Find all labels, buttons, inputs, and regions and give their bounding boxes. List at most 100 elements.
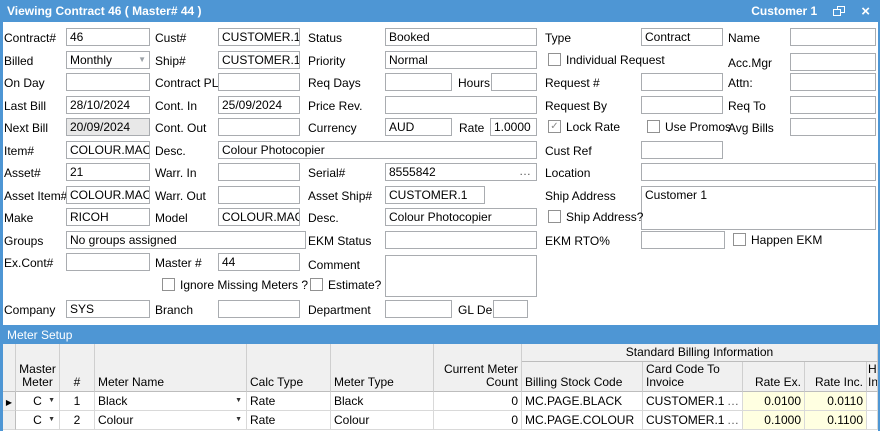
asset-ship-field[interactable]: CUSTOMER.1 [385,186,485,204]
cont-in-field[interactable]: 25/09/2024 [218,96,300,114]
rate-field[interactable]: 1.0000 [490,118,537,136]
type-field[interactable]: Contract [641,28,723,46]
card-code-cell[interactable]: CUSTOMER.1… [643,411,743,430]
grid-row-indicator[interactable]: ▶ [3,392,16,411]
chevron-down-icon[interactable]: ▼ [235,416,242,423]
billing-stock-code-cell[interactable]: MC.PAGE.BLACK [522,392,643,411]
restore-icon[interactable] [833,5,846,17]
ekm-status-field[interactable] [385,231,537,249]
location-field[interactable] [641,163,876,181]
meter-type-cell[interactable]: Black [331,392,434,411]
ex-cont-field[interactable] [66,253,150,271]
estimate-checkbox[interactable]: Estimate? [310,278,381,292]
attn-field[interactable] [790,73,876,91]
checkbox-box[interactable] [733,233,746,246]
ship-number-field[interactable]: CUSTOMER.1 [218,51,300,69]
ignore-missing-meters-checkbox[interactable]: Ignore Missing Meters ? [162,278,308,292]
comment-textarea[interactable] [385,255,537,297]
rate-ex-cell[interactable]: 0.0100 [743,392,805,411]
calc-type-cell[interactable]: Rate [247,392,331,411]
current-meter-count-cell[interactable]: 0 [434,411,522,430]
grid-row-indicator[interactable] [3,411,16,430]
grid-col-current-meter-count: Current Meter Count [434,344,522,392]
cust-number-field[interactable]: CUSTOMER.1 [218,28,300,46]
hide-in-cell-truncated[interactable] [867,392,878,411]
checkbox-box[interactable] [647,120,660,133]
cust-ref-field[interactable] [641,141,723,159]
serial-number-field[interactable]: 8555842… [385,163,537,181]
ship-address-checkbox[interactable]: Ship Address? [548,210,643,224]
master-meter-combo[interactable]: C ▼ [16,411,60,430]
department-field[interactable] [385,300,452,318]
master-meter-combo[interactable]: C ▼ [16,392,60,411]
model-field[interactable]: COLOUR.MACHI [218,208,300,226]
branch-field[interactable] [218,300,300,318]
status-field[interactable]: Booked [385,28,537,46]
billed-combo[interactable]: Monthly ▼ [66,51,150,69]
current-meter-count-cell[interactable]: 0 [434,392,522,411]
ship-address-textarea[interactable]: Customer 1 [641,186,876,230]
ship-address-label: Ship Address [545,189,616,203]
rate-ex-cell[interactable]: 0.1000 [743,411,805,430]
item-desc-field[interactable]: Colour Photocopier [218,141,537,159]
asset-item-field[interactable]: COLOUR.MACHI [66,186,150,204]
happen-ekm-checkbox[interactable]: Happen EKM [733,233,822,247]
ellipsis-lookup-icon[interactable]: … [727,394,739,408]
warr-in-field[interactable] [218,163,300,181]
calc-type-cell[interactable]: Rate [247,411,331,430]
req-days-field[interactable] [385,73,452,91]
currency-field[interactable]: AUD [385,118,452,136]
contract-pl-field[interactable] [218,73,300,91]
individual-request-checkbox[interactable]: Individual Request [548,53,665,67]
rate-ex-value: 0.1000 [764,413,801,427]
titlebar-customer-label: Customer 1 [751,4,818,18]
warr-out-field[interactable] [218,186,300,204]
hours-field[interactable] [491,73,537,91]
chevron-down-icon[interactable]: ▼ [138,55,146,64]
chevron-down-icon[interactable]: ▼ [48,416,55,423]
hide-in-cell-truncated[interactable] [867,411,878,430]
checkbox-box[interactable] [548,53,561,66]
name-field[interactable] [790,28,876,46]
price-rev-field[interactable] [385,96,537,114]
billing-stock-code-cell[interactable]: MC.PAGE.COLOUR [522,411,643,430]
request-number-field[interactable] [641,73,723,91]
priority-field[interactable]: Normal [385,51,537,69]
cont-out-field[interactable] [218,118,300,136]
close-icon[interactable]: × [861,2,870,20]
checkbox-box[interactable] [162,278,175,291]
company-field[interactable]: SYS [66,300,150,318]
meter-number-cell[interactable]: 2 [60,411,95,430]
make-field[interactable]: RICOH [66,208,150,226]
req-to-field[interactable] [790,96,876,114]
ellipsis-lookup-icon[interactable]: … [727,413,739,427]
meter-name-combo[interactable]: Colour ▼ [95,411,247,430]
request-by-field[interactable] [641,96,723,114]
rate-inc-cell[interactable]: 0.1100 [805,411,867,430]
checkbox-box[interactable] [548,210,561,223]
asset-desc-field[interactable]: Colour Photocopier [385,208,537,226]
on-day-field[interactable] [66,73,150,91]
avg-bills-field[interactable] [790,118,876,136]
asset-number-field[interactable]: 21 [66,163,150,181]
meter-type-cell[interactable]: Colour [331,411,434,430]
meter-number-cell[interactable]: 1 [60,392,95,411]
ekm-rto-field[interactable] [641,231,725,249]
acc-mgr-field[interactable] [790,53,876,71]
meter-name-combo[interactable]: Black ▼ [95,392,247,411]
checkbox-box[interactable] [310,278,323,291]
rate-inc-cell[interactable]: 0.0110 [805,392,867,411]
gl-dept-field[interactable] [493,300,528,318]
item-number-field[interactable]: COLOUR.MACHI [66,141,150,159]
chevron-down-icon[interactable]: ▼ [48,397,55,404]
groups-field[interactable]: No groups assigned [66,231,306,249]
chevron-down-icon[interactable]: ▼ [235,397,242,404]
status-label: Status [308,31,343,45]
contract-number-field[interactable]: 46 [66,28,150,46]
card-code-cell[interactable]: CUSTOMER.1… [643,392,743,411]
use-promos-checkbox[interactable]: Use Promos [647,120,731,134]
ellipsis-lookup-icon[interactable]: … [519,164,532,178]
last-bill-field[interactable]: 28/10/2024 [66,96,150,114]
master-number-field[interactable]: 44 [218,253,300,271]
